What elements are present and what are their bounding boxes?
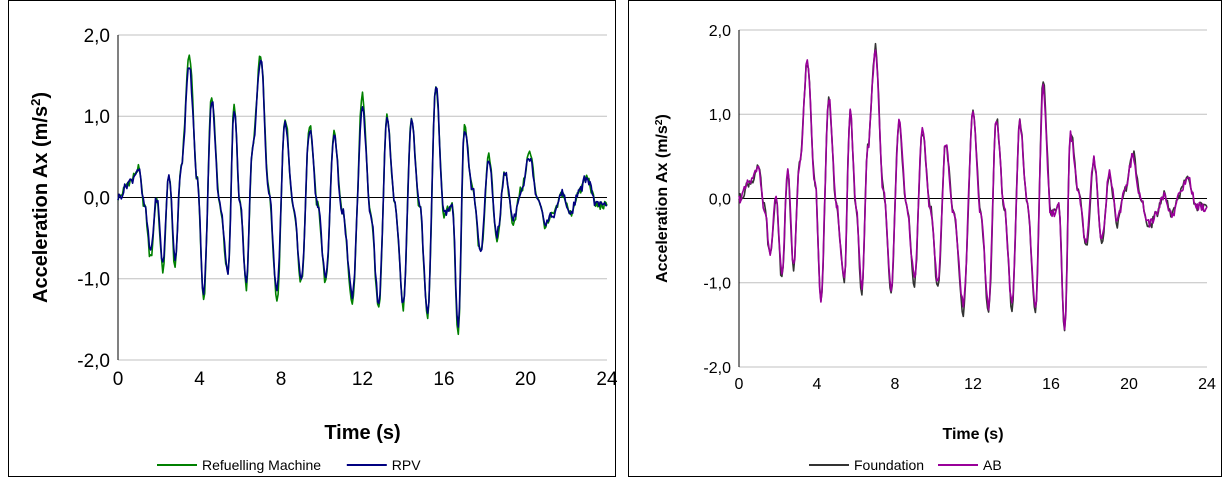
y-axis-title: Acceleration Ax (m/s2) [654, 114, 672, 283]
x-tick-label: 12 [964, 376, 982, 393]
x-tick-label: 20 [515, 369, 536, 390]
x-tick-label: 0 [113, 369, 124, 390]
x-tick-label: 24 [596, 369, 618, 390]
y-tick-label: -1,0 [703, 276, 731, 293]
y-tick-label: -1,0 [77, 270, 110, 291]
x-tick-label: 4 [194, 369, 205, 390]
x-tick-label: 0 [735, 376, 744, 393]
series-line-rpv [117, 59, 607, 328]
legend-label: RPV [392, 457, 421, 473]
x-tick-label: 8 [276, 369, 287, 390]
y-tick-label: 2,0 [84, 26, 110, 47]
chart-panel-left: 2,0 1,0 0,0 -1,0 -2,0 0 4 8 12 16 20 24 Time (s) Acce… [8, 0, 618, 477]
y-tick-label: 1,0 [84, 107, 110, 128]
y-axis-title: Acceleration Ax (m/s2) [28, 92, 53, 303]
series-line-ab [738, 49, 1208, 331]
x-tick-label: 16 [1042, 376, 1060, 393]
y-tick-label: -2,0 [703, 360, 731, 377]
x-tick-label: 20 [1120, 376, 1138, 393]
x-axis-title: Time (s) [942, 426, 1003, 443]
chart-right: 2,0 1,0 0,0 -1,0 -2,00 4 8 12 16 20 24 Time (s) Acce… [654, 23, 1217, 473]
chart-panel-right: 2,0 1,0 0,0 -1,0 -2,0 0 4 8 12 16 20 24 Time (s) Acce… [628, 0, 1222, 477]
x-tick-label: 4 [813, 376, 822, 393]
x-tick-label: 24 [1198, 376, 1216, 393]
chart-left: 2,0 1,0 0,0 -1,0 -2,00 4 8 12 16 20 24 Time (s) Acce… [28, 26, 618, 473]
legend-label: AB [983, 457, 1002, 473]
y-tick-label: -2,0 [77, 351, 110, 372]
x-tick-label: 12 [352, 369, 373, 390]
x-tick-label: 16 [433, 369, 454, 390]
legend-label: Refuelling Machine [202, 457, 321, 473]
x-tick-label: 8 [891, 376, 900, 393]
y-tick-label: 1,0 [709, 107, 731, 124]
y-tick-label: 0,0 [709, 191, 731, 208]
y-tick-label: 2,0 [709, 23, 731, 40]
x-axis-title: Time (s) [324, 422, 400, 444]
y-tick-label: 0,0 [84, 188, 110, 209]
legend-label: Foundation [854, 457, 924, 473]
